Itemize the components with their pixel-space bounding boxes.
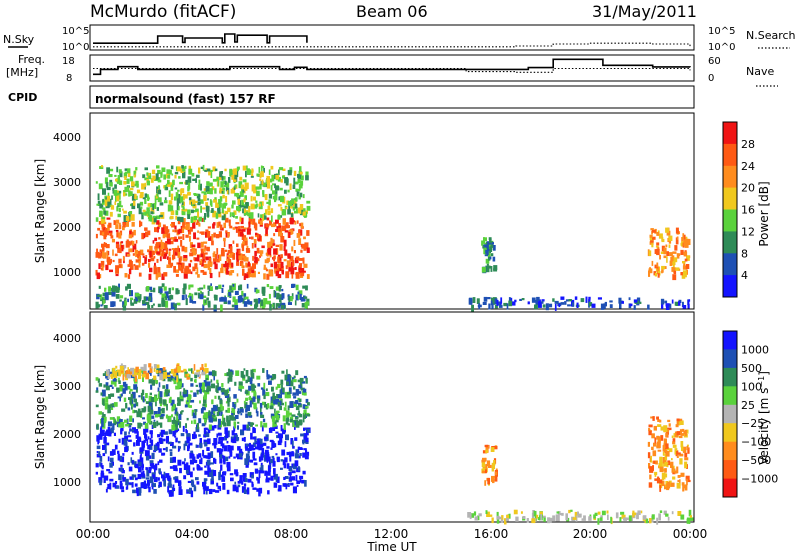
cpid-label: CPID	[8, 91, 37, 104]
noise-tick-left-bottom: 10^0	[62, 42, 89, 53]
velocity-ytick-4000: 4000	[53, 332, 81, 345]
power-colorbar-tick-1: 24	[741, 160, 755, 173]
xtick-1200: 12:00	[374, 527, 409, 541]
xtick-2400: 00:00	[673, 527, 708, 541]
freq-tick-bottom: 8	[66, 73, 72, 84]
xtick-0400: 04:00	[175, 527, 210, 541]
cpid-panel	[89, 85, 695, 109]
power-colorbar-swatch-3	[723, 187, 737, 210]
velocity-colorbar-tick-7: −1000	[741, 473, 778, 486]
freq-panel	[89, 54, 695, 82]
beam-title: Beam 06	[356, 2, 428, 21]
power-colorbar-swatch-2	[723, 165, 737, 189]
freq-unit: [MHz]	[6, 66, 38, 79]
nave-tick-top: 60	[708, 56, 721, 67]
power-colorbar: 28 24 20 16 12 8 4	[722, 121, 755, 298]
power-colorbar-swatch-6	[723, 253, 737, 276]
freq-label: Freq.	[18, 53, 45, 66]
velocity-colorbar-swatch-4	[723, 404, 737, 424]
power-data-region-0	[95, 217, 310, 280]
xtick-0800: 08:00	[274, 527, 309, 541]
velocity-colorbar-label: Velocity [m s−1]	[757, 371, 772, 465]
velocity-colorbar-swatch-8	[723, 478, 737, 498]
noise-tick-left-top: 10^5	[62, 26, 89, 37]
power-colorbar-swatch-5	[723, 231, 737, 254]
xtick-2000: 20:00	[573, 527, 608, 541]
power-data	[95, 164, 691, 312]
power-colorbar-tick-2: 20	[741, 182, 755, 195]
velocity-colorbar-swatch-2	[723, 367, 737, 387]
power-data-region-5	[481, 237, 498, 274]
nave-label: Nave	[746, 65, 774, 78]
series-line-nsky	[93, 33, 308, 44]
series-line-nave	[93, 67, 691, 73]
power-data-region-1	[95, 164, 311, 225]
freq-tick-top: 18	[62, 56, 75, 67]
power-colorbar-swatch-7	[723, 275, 737, 298]
velocity-data-region-5	[481, 444, 498, 486]
velocity-colorbar-swatch-3	[723, 386, 737, 406]
noise-lines	[93, 33, 691, 48]
velocity-colorbar-swatch-0	[723, 331, 737, 350]
nsky-label: N.Sky	[3, 33, 35, 46]
velocity-colorbar-tick-4: −25	[741, 417, 764, 430]
power-data-region-4	[647, 227, 691, 281]
power-colorbar-label: Power [dB]	[757, 181, 771, 246]
velocity-panel	[89, 311, 695, 523]
series-line-nsearch	[93, 42, 691, 48]
power-ytick-2000: 2000	[53, 221, 81, 234]
power-ylabel: Slant Range [km]	[33, 159, 47, 263]
noise-panel	[89, 24, 695, 51]
date-title: 31/May/2011	[592, 2, 697, 21]
noise-tick-right-bottom: 10^0	[708, 42, 735, 53]
velocity-data-region-4	[647, 416, 691, 492]
velocity-colorbar-swatch-7	[723, 460, 737, 479]
velocity-ytick-2000: 2000	[53, 428, 81, 441]
station-title: McMurdo (fitACF)	[90, 2, 236, 22]
velocity-data-region-2	[105, 363, 209, 383]
velocity-colorbar-swatch-1	[723, 349, 737, 369]
nsearch-label: N.Search	[746, 29, 796, 42]
power-panel	[89, 112, 695, 310]
freq-lines	[93, 58, 691, 76]
power-data-region-3	[468, 296, 691, 312]
power-ytick-1000: 1000	[53, 266, 81, 279]
velocity-colorbar-tick-3: 25	[741, 399, 755, 412]
velocity-ytick-1000: 1000	[53, 476, 81, 489]
velocity-colorbar: 1000 500 100 25 −25 −100 −500 −1000	[722, 330, 778, 498]
power-colorbar-tick-4: 12	[741, 225, 755, 238]
velocity-colorbar-tick-5: −100	[741, 436, 771, 449]
velocity-data-region-0	[95, 424, 311, 498]
velocity-colorbar-tick-6: −500	[741, 454, 771, 467]
velocity-colorbar-tick-2: 100	[741, 380, 762, 393]
xtick-1600: 16:00	[474, 527, 509, 541]
noise-tick-right-top: 10^5	[708, 26, 735, 37]
xtick-0000: 00:00	[76, 527, 111, 541]
velocity-data-region-3	[467, 509, 694, 525]
power-colorbar-tick-3: 16	[741, 204, 755, 217]
power-data-region-2	[95, 283, 310, 312]
power-colorbar-swatch-4	[723, 209, 737, 232]
velocity-colorbar-swatch-5	[723, 423, 737, 443]
velocity-colorbar-swatch-6	[723, 441, 737, 461]
velocity-colorbar-tick-1: 500	[741, 362, 762, 375]
cpid-value: normalsound (fast) 157 RF	[95, 92, 276, 106]
power-colorbar-swatch-0	[723, 122, 737, 145]
power-ytick-3000: 3000	[53, 176, 81, 189]
velocity-ytick-3000: 3000	[53, 380, 81, 393]
power-colorbar-swatch-1	[723, 143, 737, 167]
power-colorbar-tick-5: 8	[741, 247, 748, 260]
nave-tick-bottom: 0	[708, 73, 714, 84]
power-colorbar-tick-0: 28	[741, 138, 755, 151]
velocity-colorbar-tick-0: 1000	[741, 343, 769, 356]
power-colorbar-tick-6: 4	[741, 269, 748, 282]
velocity-data	[95, 363, 694, 525]
xaxis-label: Time UT	[366, 540, 417, 554]
series-line-freq	[93, 58, 691, 76]
power-ytick-4000: 4000	[53, 131, 81, 144]
velocity-ylabel: Slant Range [km]	[33, 365, 47, 469]
